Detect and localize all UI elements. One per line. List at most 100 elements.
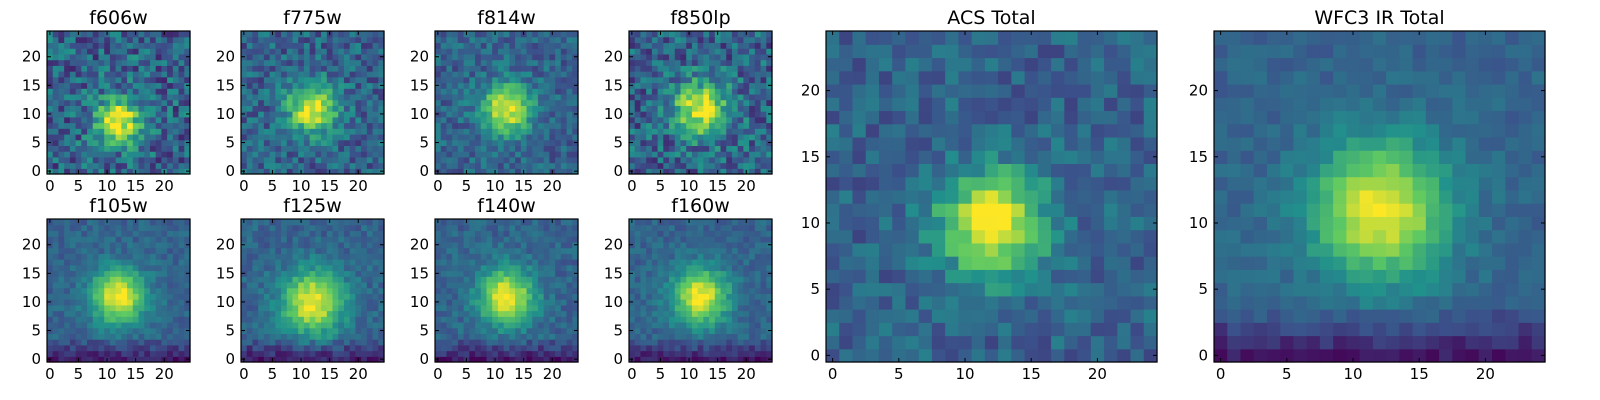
heatmap-cell — [167, 31, 174, 38]
heatmap-cell — [1478, 136, 1493, 151]
heatmap-cell — [1465, 322, 1480, 337]
heatmap-cell — [852, 348, 867, 363]
heatmap-cell — [971, 110, 986, 125]
heatmap-cell — [92, 71, 100, 78]
heatmap-cell — [1024, 335, 1039, 350]
heatmap-cell — [47, 99, 54, 106]
heatmap-cell — [361, 93, 368, 101]
heatmap-cell — [931, 110, 946, 125]
heatmap-cell — [252, 139, 259, 146]
heatmap-cell — [1117, 97, 1132, 112]
heatmap-cell — [1478, 97, 1493, 112]
heatmap-cell — [1412, 335, 1427, 350]
heatmap-cell — [149, 76, 157, 84]
heatmap-cell — [566, 65, 573, 72]
heatmap-cell — [984, 295, 999, 310]
heatmap-cell — [549, 105, 556, 112]
heatmap-cell — [509, 65, 516, 72]
heatmap-cell — [984, 269, 999, 284]
heatmap-cell — [1359, 123, 1374, 138]
heatmap-cell — [1266, 282, 1281, 297]
heatmap-cell — [1333, 83, 1347, 98]
heatmap-cell — [469, 53, 476, 61]
heatmap-cell — [826, 295, 840, 310]
heatmap-cell — [69, 53, 77, 61]
heatmap-cell — [98, 111, 105, 118]
heatmap-cell — [292, 276, 299, 283]
heatmap-cell — [1266, 309, 1281, 323]
heatmap-cell — [172, 356, 180, 363]
heatmap-cell — [826, 229, 840, 244]
heatmap-cell — [241, 42, 248, 49]
heatmap-cell — [555, 82, 562, 89]
heatmap-cell — [629, 128, 636, 135]
heatmap-cell — [469, 105, 476, 112]
heatmap-cell — [332, 293, 339, 300]
heatmap-cell — [766, 105, 773, 112]
heatmap-cell — [355, 327, 362, 334]
heatmap-cell — [69, 151, 77, 158]
heatmap-cell — [520, 133, 528, 141]
heatmap-cell — [184, 99, 191, 106]
heatmap-cell — [1214, 123, 1228, 138]
heatmap-cell — [931, 31, 946, 45]
heatmap-cell — [686, 133, 693, 141]
heatmap-cell — [292, 327, 299, 334]
heatmap-cell — [98, 333, 105, 340]
heatmap-cell — [760, 151, 767, 158]
heatmap-cell — [315, 36, 322, 44]
heatmap-cell — [697, 88, 704, 95]
heatmap-cell — [543, 88, 550, 95]
heatmap-cell — [241, 145, 248, 152]
heatmap-cell — [691, 116, 699, 124]
heatmap-cell — [555, 139, 562, 146]
heatmap-cell — [520, 88, 528, 95]
heatmap-cell — [149, 139, 157, 146]
heatmap-cell — [138, 65, 145, 72]
heatmap-cell — [1412, 136, 1427, 151]
heatmap-cell — [98, 247, 105, 254]
heatmap-cell — [1011, 70, 1026, 85]
heatmap-cell — [446, 145, 453, 152]
heatmap-cell — [680, 88, 687, 95]
heatmap-cell — [1319, 189, 1334, 204]
heatmap-cell — [634, 65, 642, 72]
heatmap-cell — [1051, 163, 1065, 178]
heatmap-cell — [167, 327, 174, 334]
heatmap-cell — [1439, 97, 1453, 112]
heatmap-cell — [303, 42, 311, 49]
heatmap-cell — [503, 48, 510, 55]
heatmap-cell — [161, 264, 168, 272]
heatmap-cell — [81, 259, 88, 266]
heatmap-cell — [361, 304, 368, 312]
heatmap-cell — [275, 156, 282, 164]
x-tick-label: 10 — [680, 177, 699, 195]
heatmap-cell — [720, 82, 727, 89]
heatmap-cell — [486, 99, 493, 106]
heatmap-cell — [87, 71, 94, 78]
heatmap-cell — [115, 151, 122, 158]
heatmap-cell — [127, 65, 134, 72]
heatmap-cell — [720, 71, 727, 78]
heatmap-cell — [1024, 110, 1039, 125]
heatmap-cell — [269, 36, 276, 44]
heatmap-cell — [549, 48, 556, 55]
axes-frame — [240, 30, 385, 175]
heatmap-cell — [64, 310, 71, 317]
heatmap-cell — [1425, 83, 1440, 98]
heatmap-cell — [1240, 163, 1255, 178]
heatmap-cell — [366, 356, 374, 363]
heatmap-cell — [651, 139, 659, 146]
heatmap-cell — [480, 36, 488, 44]
heatmap-cell — [714, 162, 722, 169]
heatmap-cell — [515, 76, 522, 84]
heatmap-cell — [1104, 123, 1118, 138]
x-tick-label: 15 — [320, 177, 339, 195]
heatmap-cell — [138, 356, 145, 363]
heatmap-cell — [92, 31, 100, 38]
heatmap-cell — [1412, 70, 1427, 85]
heatmap-cell — [109, 71, 117, 78]
heatmap-cell — [321, 276, 328, 283]
heatmap-cell — [634, 71, 642, 78]
heatmap-cell — [178, 76, 185, 84]
